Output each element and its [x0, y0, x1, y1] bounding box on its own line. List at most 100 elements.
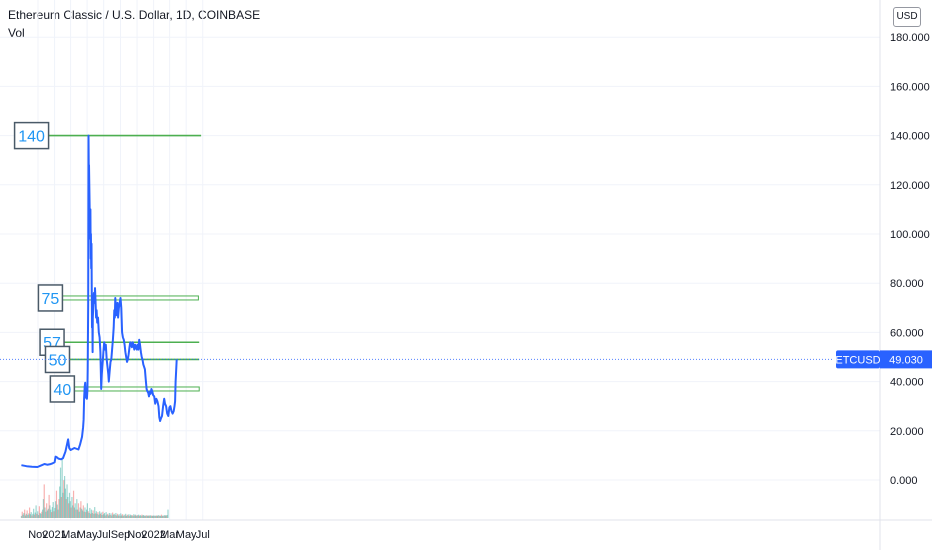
volume-bars [20, 459, 169, 518]
volume-bar [85, 509, 88, 518]
volume-bar [99, 511, 101, 518]
volume-bar [29, 514, 32, 518]
volume-bar [84, 507, 86, 518]
volume-bar [33, 514, 36, 518]
x-tick-label: 2021 [42, 529, 66, 541]
volume-bar [67, 497, 69, 518]
price-line-layer [21, 134, 178, 468]
volume-bar [59, 486, 61, 518]
volume-bar [132, 515, 134, 518]
volume-bar [80, 501, 82, 518]
volume-bar [166, 515, 168, 518]
last-price-badge [880, 350, 932, 369]
volume-bar [121, 514, 124, 518]
y-tick-label: 100.000 [890, 229, 930, 241]
volume-bar [45, 511, 47, 518]
volume-bar [119, 515, 121, 518]
volume-bar [55, 490, 58, 518]
volume-bar [37, 511, 39, 518]
volume-bar [85, 512, 87, 518]
volume-bar [113, 513, 115, 518]
volume-bar [125, 515, 128, 518]
volume-bar [155, 515, 157, 518]
volume-bar [28, 507, 31, 518]
y-tick-label: 140.000 [890, 131, 930, 143]
volume-bar [127, 515, 129, 518]
volume-bar [138, 514, 140, 518]
x-tick-label: Mar [61, 529, 80, 541]
volume-bar [151, 515, 154, 518]
volume-bar [106, 514, 108, 518]
x-tick-label: 2022 [141, 529, 165, 541]
volume-bar [125, 513, 127, 518]
volume-bar [71, 497, 73, 518]
volume-bar [38, 506, 40, 518]
volume-bar [22, 514, 24, 518]
volume-bar [111, 515, 113, 518]
volume-bar [37, 515, 40, 518]
volume-bar [20, 515, 23, 518]
volume-bar [32, 513, 34, 518]
volume-bar [147, 515, 150, 518]
volume-bar [76, 499, 78, 518]
volume-bar [164, 515, 166, 518]
volume-bar [112, 514, 115, 518]
volume-bar [68, 503, 70, 518]
volume-bar [133, 514, 135, 518]
level-label-text: 75 [42, 291, 60, 308]
volume-bar [96, 513, 98, 518]
volume-bar [49, 505, 51, 518]
volume-bar [64, 488, 67, 518]
volume-bar [88, 512, 90, 518]
symbol-badge[interactable] [836, 350, 880, 369]
level-label-text: 50 [49, 352, 67, 369]
volume-bar [131, 515, 133, 518]
volume-bar [134, 514, 137, 518]
volume-bar [151, 515, 153, 518]
currency-button[interactable]: USD [893, 7, 921, 27]
volume-bar [91, 512, 93, 518]
volume-bar [24, 509, 26, 518]
volume-bar [156, 515, 159, 518]
volume-bar [57, 509, 59, 518]
volume-bar [63, 480, 65, 518]
volume-bar [149, 515, 151, 518]
level-label-box[interactable] [37, 284, 64, 312]
price-series-line [21, 134, 178, 468]
volume-bar [103, 512, 106, 518]
volume-bar [39, 512, 41, 518]
level-label-box[interactable] [49, 375, 76, 403]
volume-bar [30, 512, 32, 518]
volume-bar [129, 515, 131, 518]
volume-bar [94, 507, 96, 518]
volume-bar [90, 509, 93, 518]
volume-bar [46, 503, 48, 518]
volume-bar [33, 508, 35, 518]
volume-bar [26, 510, 28, 518]
volume-bar [135, 515, 137, 518]
volume-bar [100, 512, 102, 518]
y-tick-label: 20.000 [890, 426, 924, 438]
level-label-box[interactable] [13, 121, 50, 150]
volume-bar [55, 501, 57, 518]
volume-bar [44, 507, 46, 518]
volume-bar [42, 499, 45, 518]
volume-bar [134, 515, 136, 518]
volume-bar [98, 514, 100, 518]
x-tick-label: Nov [127, 529, 147, 541]
level-label-text: 140 [18, 129, 45, 146]
volume-bar [117, 515, 119, 518]
volume-bar [69, 501, 71, 518]
volume-bar [36, 513, 38, 518]
volume-bar [118, 514, 120, 518]
volume-bar [103, 514, 105, 518]
volume-bar [66, 484, 68, 518]
volume-bar [75, 509, 77, 518]
volume-bar [78, 511, 80, 518]
volume-bar [31, 515, 33, 518]
volume-indicator-label[interactable]: Vol [8, 26, 25, 40]
level-line-75[interactable] [61, 295, 199, 301]
